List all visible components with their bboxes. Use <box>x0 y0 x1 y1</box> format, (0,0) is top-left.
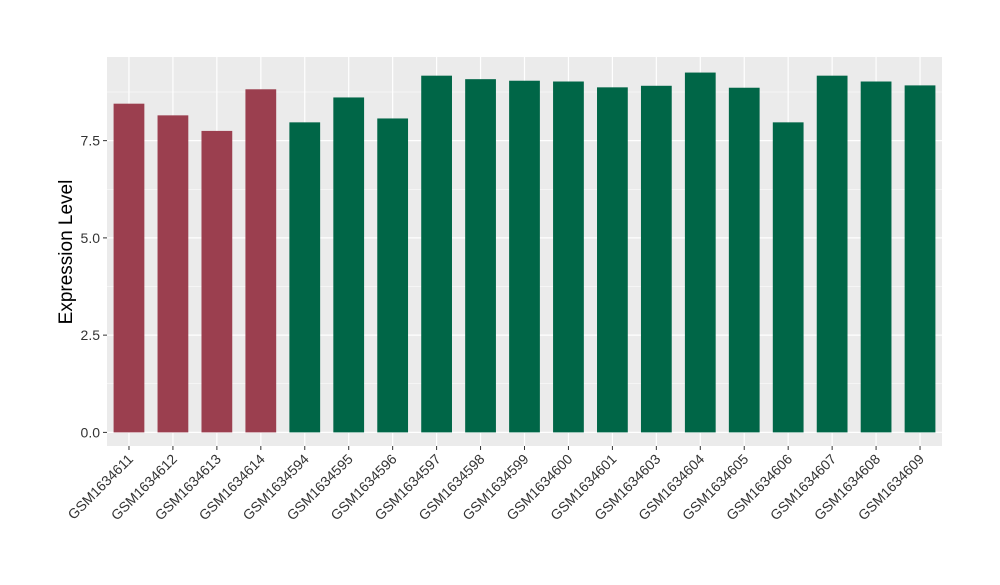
bar-GSM1634608 <box>860 81 892 433</box>
bar-GSM1634600 <box>553 81 584 433</box>
bar-GSM1634607 <box>816 75 848 433</box>
bar-GSM1634612 <box>157 115 189 433</box>
bar-GSM1634598 <box>465 79 496 433</box>
bar-GSM1634596 <box>377 118 409 433</box>
y-tick-label: 7.5 <box>81 133 101 149</box>
y-tick-label: 5.0 <box>81 230 101 246</box>
y-tick-label: 0.0 <box>81 424 101 440</box>
y-axis: 0.0 2.5 5.0 7.5 <box>81 133 107 440</box>
bar-GSM1634595 <box>333 97 365 433</box>
y-axis-label: Expression Level <box>56 180 77 325</box>
bar-GSM1634605 <box>728 87 760 433</box>
bar-GSM1634613 <box>201 130 233 433</box>
bar-GSM1634609 <box>904 85 936 433</box>
bar-GSM1634597 <box>421 75 452 433</box>
y-tick-label: 2.5 <box>81 327 101 343</box>
bar-GSM1634606 <box>772 122 804 433</box>
bar-GSM1634604 <box>684 72 716 433</box>
bar-GSM1634603 <box>640 85 672 433</box>
bar-GSM1634611 <box>113 103 145 433</box>
bars-group <box>113 72 936 433</box>
bar-GSM1634599 <box>509 80 540 433</box>
bar-GSM1634594 <box>289 122 321 433</box>
x-axis: GSM1634611GSM1634612GSM1634613GSM1634614… <box>64 446 927 523</box>
bar-GSM1634614 <box>245 89 277 433</box>
bar-GSM1634601 <box>597 87 628 433</box>
